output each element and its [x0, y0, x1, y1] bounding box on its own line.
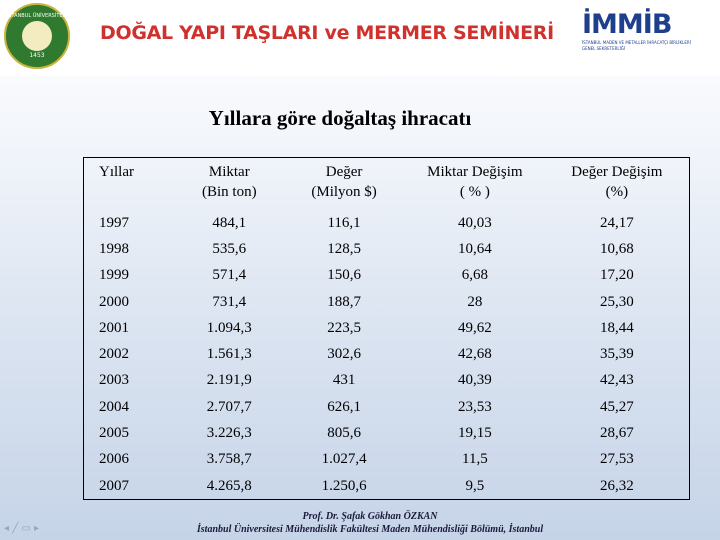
- data-row: 1997 484,1 116,1 40,03 24,17: [84, 210, 690, 236]
- cell: 28: [467, 293, 483, 310]
- cell: 302,6: [327, 346, 361, 363]
- cell: 26,32: [599, 477, 634, 494]
- cell: 42,68: [457, 346, 492, 363]
- cell: 2003: [99, 372, 129, 389]
- cell: 10,68: [599, 240, 634, 257]
- cell: 1.027,4: [321, 451, 367, 468]
- cell: 28,67: [599, 425, 634, 442]
- cell: 431: [332, 372, 356, 389]
- cell: 11,5: [462, 451, 488, 468]
- cell: 10,64: [457, 240, 492, 257]
- cell: 150,6: [327, 267, 361, 284]
- logo-name: İMMİB: [582, 9, 672, 40]
- data-row: 2007 4.265,8 1.250,6 9,5 26,32: [84, 473, 690, 500]
- cell: 2.191,9: [206, 372, 252, 389]
- cell: 4.265,8: [206, 477, 252, 494]
- cell: 626,1: [327, 398, 361, 415]
- header-row: Yıllar Miktar (Bin ton) Değer (Milyon $) Mikt…: [84, 158, 690, 211]
- header-line: Miktar: [208, 164, 250, 180]
- cell: 1.250,6: [321, 477, 367, 494]
- data-row: 2002 1.561,3 302,6 42,68 35,39: [84, 341, 690, 367]
- header-cell: Yıllar: [84, 158, 176, 211]
- seal-text: İSTANBUL ÜNİVERSİTESİ: [6, 13, 68, 19]
- cell: 731,4: [212, 293, 247, 310]
- data-row: 2005 3.226,3 805,6 19,15 28,67: [84, 420, 690, 446]
- data-row: 1999 571,4 150,6 6,68 17,20: [84, 263, 690, 289]
- cell: 535,6: [212, 240, 247, 257]
- header-line: (%): [605, 184, 629, 200]
- cell: 40,03: [457, 214, 492, 231]
- cell: 3.758,7: [206, 451, 252, 468]
- data-row: 2004 2.707,7 626,1 23,53 45,27: [84, 394, 690, 420]
- cell: 49,62: [457, 319, 492, 336]
- cell: 24,17: [599, 214, 634, 231]
- cell: 1.561,3: [206, 346, 252, 363]
- cell: 2001: [99, 319, 129, 336]
- cell: 19,15: [457, 425, 492, 442]
- immib-logo: İMMİB İSTANBUL MADEN VE METALLER İHRACAT…: [582, 10, 718, 68]
- cell: 1998: [99, 240, 129, 257]
- header-cell: Miktar Değişim ( % ): [405, 158, 545, 211]
- cell: 18,44: [599, 319, 634, 336]
- cell: 2000: [99, 293, 129, 310]
- header-cell: Miktar (Bin ton): [175, 158, 283, 211]
- header-line: Miktar Değişim: [427, 164, 523, 180]
- slide-title: Yıllara göre doğaltaş ihracatı: [208, 106, 472, 130]
- export-table: Yıllar Miktar (Bin ton) Değer (Milyon $) Mikt…: [83, 157, 690, 501]
- logo-line: GENEL SEKRETERLİĞİ: [582, 46, 626, 51]
- cell: 2007: [99, 477, 129, 494]
- cell: 27,53: [599, 451, 634, 468]
- cell: 3.226,3: [206, 425, 252, 442]
- logo-line: İSTANBUL MADEN VE METALLER İHRACATÇI BİR…: [582, 40, 691, 45]
- cell: 25,30: [599, 293, 634, 310]
- cell: 42,43: [599, 372, 634, 389]
- header-line: ( % ): [459, 184, 490, 200]
- cell: 571,4: [212, 267, 247, 284]
- cell: 1997: [99, 214, 129, 231]
- header-line: Değer Değişim: [571, 164, 663, 180]
- footer: Prof. Dr. Şafak Gökhan ÖZKAN İstanbul Ün…: [150, 510, 590, 536]
- cell: 9,5: [465, 477, 485, 494]
- affiliation: İstanbul Üniversitesi Mühendislik Fakült…: [196, 524, 544, 535]
- header-title: DOĞAL YAPI TAŞLARI ve MERMER SEMİNERİ: [100, 22, 554, 44]
- header-line: (Bin ton): [201, 184, 257, 200]
- header-line: Yıllar: [99, 164, 134, 180]
- slide-nav: ◂ ╱ ▭ ▸: [4, 523, 40, 534]
- header-band: [0, 0, 720, 76]
- cell: 2002: [99, 346, 129, 363]
- cell: 2006: [99, 451, 129, 468]
- data-row: 2001 1.094,3 223,5 49,62 18,44: [84, 315, 690, 341]
- seal-year: 1453: [29, 52, 45, 59]
- cell: 116,1: [327, 214, 361, 231]
- cell: 1999: [99, 267, 129, 284]
- data-row: 2006 3.758,7 1.027,4 11,5 27,53: [84, 447, 690, 473]
- header-line: Değer: [325, 164, 363, 180]
- header-line: (Milyon $): [311, 184, 377, 200]
- cell: 2005: [99, 425, 129, 442]
- cell: 45,27: [599, 398, 634, 415]
- cell: 35,39: [599, 346, 634, 363]
- cell: 23,53: [457, 398, 492, 415]
- data-row: 2000 731,4 188,7 28 25,30: [84, 289, 690, 315]
- cell: 484,1: [212, 214, 247, 231]
- cell: 128,5: [327, 240, 361, 257]
- author: Prof. Dr. Şafak Gökhan ÖZKAN: [302, 511, 438, 522]
- cell: 2004: [99, 398, 129, 415]
- cell: 223,5: [327, 319, 361, 336]
- seal-center: [22, 21, 52, 51]
- cell: 805,6: [327, 425, 361, 442]
- header-cell: Değer Değişim (%): [545, 158, 690, 211]
- university-seal: İSTANBUL ÜNİVERSİTESİ 1453: [4, 3, 70, 69]
- cell: 2.707,7: [206, 398, 252, 415]
- cell: 40,39: [457, 372, 492, 389]
- cell: 188,7: [327, 293, 361, 310]
- cell: 17,20: [599, 267, 634, 284]
- data-row: 2003 2.191,9 431 40,39 42,43: [84, 368, 690, 394]
- header-cell: Değer (Milyon $): [283, 158, 405, 211]
- cell: 1.094,3: [206, 319, 252, 336]
- cell: 6,68: [461, 267, 488, 284]
- data-row: 1998 535,6 128,5 10,64 10,68: [84, 236, 690, 262]
